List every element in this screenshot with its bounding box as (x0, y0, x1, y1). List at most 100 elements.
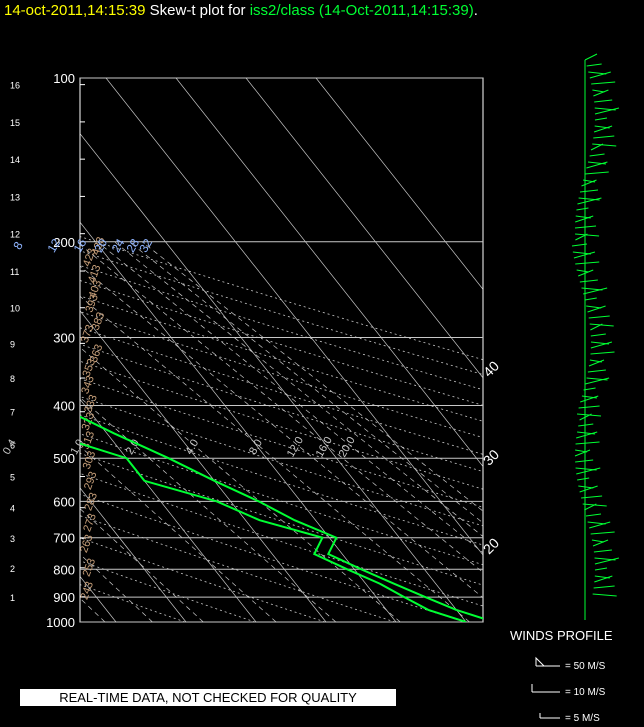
mixing-ratio-label-mid: 4.0 (183, 437, 201, 456)
mixing-ratio-line (114, 241, 483, 537)
wind-barb (586, 161, 608, 169)
mixing-ratio-label-mid: 12.0 (285, 435, 306, 460)
series-dewpoint (80, 442, 467, 622)
pressure-tick-label: 700 (53, 531, 75, 546)
isotherm-line (80, 133, 467, 622)
dry-adiabat-label: 363 (88, 343, 106, 364)
wind-barb (584, 503, 597, 511)
wind-barb (587, 305, 606, 313)
isobars (79, 77, 484, 623)
pressure-tick-label: 400 (53, 399, 75, 414)
mixing-ratio-label-mid: 16.0 (314, 435, 335, 460)
wind-legend-symbols (531, 656, 560, 719)
dry-adiabat-label: 403 (87, 279, 105, 300)
isotherm-line (80, 487, 187, 622)
dry-adiabat (80, 560, 256, 622)
title-timestamp: 14-oct-2011,14:15:39 (4, 2, 146, 19)
wind-barb (580, 395, 599, 403)
mixing-ratio-line (80, 244, 483, 573)
dry-adiabat-label: 293 (82, 470, 100, 491)
wind-barb (590, 341, 613, 349)
wind-barb (573, 251, 596, 259)
mixing-ratio-line (80, 265, 483, 599)
winds-profile-label: WINDS PROFILE (510, 628, 613, 643)
height-tick-label: 13 (10, 192, 20, 202)
barb-50 (535, 656, 560, 667)
barb-10 (531, 684, 560, 693)
height-tick-label: 14 (10, 155, 20, 165)
wind-barb (576, 269, 589, 273)
height-tick-label: 4 (10, 504, 15, 514)
wind-barb (577, 197, 602, 205)
height-tick-label: 7 (10, 408, 15, 418)
wind-barb (579, 485, 598, 493)
wind-barb (575, 441, 600, 445)
wind-barb (590, 351, 615, 355)
wind-barb (578, 423, 594, 427)
mixing-ratio-line (128, 241, 483, 524)
wind-barb (592, 143, 617, 147)
wind-barb (594, 107, 620, 115)
wind-barb (594, 567, 608, 571)
quality-banner: REAL-TIME DATA, NOT CHECKED FOR QUALITY (20, 689, 396, 706)
dry-adiabats (80, 236, 483, 622)
wind-barb (576, 467, 601, 475)
pressure-tick-label: 200 (53, 235, 75, 250)
plot-frame (79, 77, 484, 623)
mixing-ratio-line (141, 241, 483, 512)
wind-barb (594, 557, 620, 565)
dry-adiabat-label: 333 (82, 393, 100, 414)
dry-adiabat-label: 433 (90, 235, 108, 256)
mixing-ratio-label: 16 (71, 236, 90, 255)
isotherm-line (80, 310, 327, 622)
dry-adiabat-label: 413 (86, 263, 104, 284)
pressure-tick-label: 1000 (46, 615, 75, 630)
wind-barb (592, 593, 617, 597)
isotherm-line (315, 78, 483, 290)
wind-barb (578, 269, 594, 277)
mixing-ratio-label: 8 (10, 239, 26, 252)
dry-adiabat-label: 423 (81, 247, 99, 268)
mixing-ratio-label-mid: 20.0 (337, 435, 358, 460)
height-tick-label: 1 (10, 593, 15, 603)
pressure-tick-label: 100 (53, 71, 75, 86)
dry-adiabat-label: 373 (79, 323, 97, 344)
height-tick-label: 6 (10, 441, 15, 451)
height-tick-label: 15 (10, 118, 20, 128)
wind-barb (589, 521, 611, 529)
wind-barb (579, 189, 599, 193)
dry-adiabat-label: 273 (81, 512, 99, 533)
wind-barb (584, 297, 597, 301)
wind-barb (594, 99, 613, 103)
mixing-ratio-label: 28 (123, 236, 142, 255)
height-tick-label: 2 (10, 564, 15, 574)
wind-barb (587, 369, 606, 373)
wind-barb (592, 89, 605, 93)
barb-5 (539, 713, 560, 719)
isotherm-line (105, 78, 483, 556)
isotherm-line (175, 78, 483, 467)
wind-barb (585, 513, 602, 517)
wind-barb (589, 153, 605, 157)
wind-barb (576, 431, 598, 439)
isotherm-line (0, 78, 46, 622)
wind-barb (593, 125, 613, 133)
wind-barb (592, 539, 609, 547)
mixing-ratio-label-mid: 8.0 (247, 437, 265, 456)
dry-adiabat (80, 473, 483, 607)
pressure-tick-label: 500 (53, 451, 75, 466)
height-tick-label: 11 (10, 267, 19, 277)
wind-barb (590, 531, 615, 535)
wind-barb (584, 377, 610, 385)
legend-50: = 50 M/S (565, 661, 606, 672)
wind-barb (588, 315, 610, 319)
wind-barb (589, 323, 614, 327)
wind-barb (593, 135, 615, 139)
mixing-ratio-line (80, 553, 153, 622)
wind-barb (575, 261, 600, 265)
wind-barb (581, 495, 603, 499)
mixing-ratio-lines (80, 241, 483, 622)
mixing-ratio-label: 32 (136, 236, 155, 255)
wind-barb (575, 459, 594, 463)
